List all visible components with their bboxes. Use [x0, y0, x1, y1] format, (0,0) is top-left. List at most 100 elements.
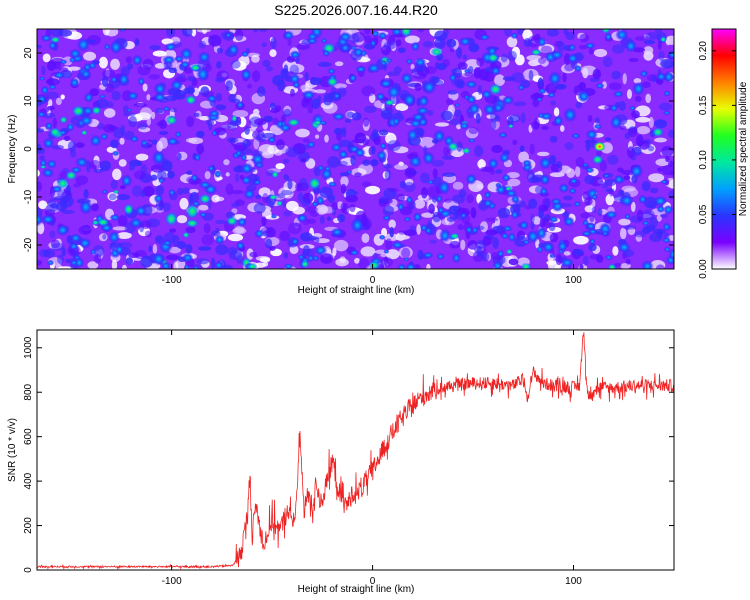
spectrogram-blob — [632, 81, 645, 96]
spectrogram-patch — [89, 159, 101, 170]
spectrogram-patch — [361, 181, 372, 187]
spectrogram-blob — [123, 203, 135, 216]
spectrogram-patch — [420, 172, 430, 184]
spectrogram-blob — [360, 49, 368, 57]
y-tick-label: 10 — [23, 95, 34, 107]
spectrogram-blob — [550, 50, 564, 60]
spectrogram-blob — [152, 149, 166, 166]
spectrogram-blob — [547, 92, 556, 99]
spectrogram-gap — [232, 227, 247, 235]
spectrogram-patch — [447, 90, 458, 95]
spectrogram-patch — [83, 188, 89, 199]
spectrogram-gap — [152, 243, 158, 254]
spectrogram-patch — [657, 167, 663, 172]
spectrogram-gap — [477, 159, 487, 169]
spectrogram-gap — [416, 224, 421, 235]
spectrogram-patch — [317, 95, 322, 104]
spectrogram-blob — [557, 240, 568, 253]
spectrogram-patch — [111, 90, 121, 101]
spectrogram-patch — [617, 167, 624, 173]
spectrogram-gap — [419, 136, 435, 148]
spectrogram-gap — [546, 260, 557, 266]
spectrogram-patch — [538, 57, 546, 65]
spectrogram-patch — [196, 130, 205, 138]
spectrogram-patch — [282, 158, 290, 164]
spectrogram-patch — [134, 38, 140, 46]
spectrogram-blob — [37, 111, 47, 118]
spectrogram-blob — [619, 194, 634, 207]
spectrogram-blob — [354, 147, 366, 158]
spectrogram-blob — [589, 238, 596, 245]
spectrogram-blob — [391, 29, 403, 37]
spectrogram-blob — [198, 180, 212, 189]
spectrogram-peak — [326, 76, 339, 87]
spectrogram-blob — [240, 162, 254, 175]
spectrogram-gap — [267, 144, 280, 155]
spectrogram-blob — [71, 104, 86, 118]
spectrogram-blob — [349, 249, 360, 256]
colorbar-tick-label: 0.20 — [698, 41, 709, 61]
spectrogram-patch — [582, 255, 589, 266]
spectrogram-blob — [498, 131, 508, 139]
spectrogram-patch — [351, 138, 365, 144]
spectrogram-gap — [116, 232, 132, 239]
spectrogram-patch — [326, 155, 341, 168]
spectrogram-patch — [337, 213, 346, 223]
colorbar: 0.00 0.05 0.10 0.15 0.20 Normalized spectral… — [698, 28, 749, 279]
spectrogram-blob — [406, 128, 419, 142]
spectrogram-patch — [63, 135, 71, 142]
spectrogram-blob — [454, 102, 461, 108]
y-tick-label: 200 — [23, 517, 34, 534]
spectrogram-blob — [153, 193, 164, 204]
spectrogram-blob — [313, 120, 323, 126]
spectrogram-patch — [382, 205, 395, 216]
spectrogram-patch — [396, 193, 406, 202]
spectrogram-blob — [120, 174, 133, 188]
spectrogram-blob — [68, 242, 79, 251]
spectrogram-blob — [197, 51, 211, 63]
spectrogram-blob — [574, 64, 583, 72]
y-tick-label: -20 — [23, 237, 34, 252]
spectrogram-blob — [76, 37, 91, 52]
spectrogram-blob — [408, 155, 423, 168]
spectrogram-patch — [466, 194, 474, 204]
spectrogram-patch — [338, 139, 352, 148]
spectrogram-patch — [37, 128, 45, 133]
spectrogram-blob — [522, 159, 532, 167]
spectrogram-patch — [658, 102, 673, 111]
spectrogram-gap — [154, 62, 167, 69]
spectrogram-blob — [126, 108, 133, 113]
spectrogram-patch — [38, 147, 46, 155]
spectrogram-patch — [564, 63, 575, 72]
spectrogram-patch — [530, 213, 535, 223]
spectrogram-peak — [225, 216, 238, 226]
spectrogram-patch — [304, 71, 309, 82]
spectrogram-patch — [638, 140, 650, 150]
spectrogram-blob — [593, 123, 603, 130]
spectrogram-patch — [82, 224, 92, 235]
spectrogram-blob — [313, 245, 328, 256]
spectrogram-blob — [45, 121, 53, 130]
spectrogram-patch — [643, 39, 656, 45]
spectrogram-patch — [281, 189, 293, 196]
spectrogram-blob — [582, 162, 589, 168]
spectrogram-blob — [585, 166, 595, 174]
spectrogram-gap — [275, 163, 285, 170]
spectrogram-blob — [560, 257, 574, 268]
spectrogram-blob — [211, 129, 218, 137]
spectrogram-peak — [49, 127, 62, 138]
spectrogram-gap — [151, 111, 156, 120]
spectrogram-patch — [37, 44, 43, 49]
spectrogram-patch — [449, 47, 455, 53]
spectrogram-blob — [661, 237, 671, 244]
spectrogram-patch — [305, 206, 318, 213]
spectrogram-blob — [158, 177, 165, 184]
spectrogram-blob — [624, 39, 637, 53]
spectrogram-blob — [465, 80, 478, 89]
y-tick-label: 800 — [23, 383, 34, 400]
spectrogram-blob — [346, 170, 353, 174]
spectrogram-gap — [414, 199, 426, 209]
snr-x-axis-label: Height of straight line (km) — [298, 584, 415, 595]
spectrogram-gap — [179, 197, 189, 210]
